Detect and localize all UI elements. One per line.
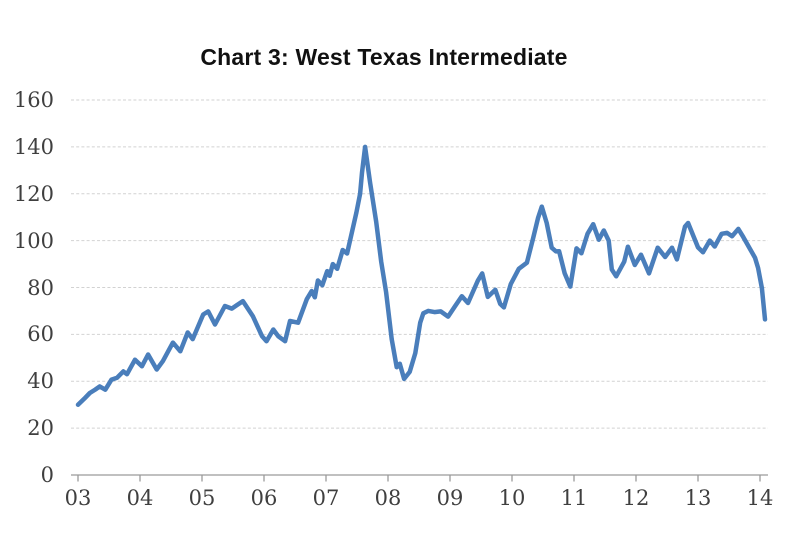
- y-axis-tick-label: 0: [40, 463, 54, 487]
- y-axis-tick-label: 40: [27, 369, 54, 394]
- y-axis-tick-label: 20: [27, 416, 54, 441]
- chart-title: Chart 3: West Texas Intermediate: [200, 44, 568, 70]
- y-axis-tick-label: 100: [13, 228, 54, 253]
- x-axis-tick-label: 14: [746, 486, 774, 510]
- x-axis-tick-label: 03: [64, 486, 92, 510]
- gridlines: [71, 99, 768, 429]
- x-axis-tick-label: 10: [498, 486, 526, 510]
- y-axis-tick-label: 160: [13, 88, 54, 112]
- x-axis-tick-label: 08: [374, 486, 402, 510]
- x-axis-tick-label: 13: [684, 486, 712, 510]
- x-axis-tick-label: 09: [436, 486, 464, 510]
- y-axis-tick-label: 60: [27, 322, 54, 347]
- x-axis-tick-label: 04: [126, 486, 154, 510]
- x-axis-tick-label: 12: [622, 486, 650, 510]
- x-axis-tick-label: 05: [188, 486, 216, 510]
- x-axis-tick-label: 06: [250, 486, 278, 510]
- x-axis-tick-label: 07: [312, 486, 340, 510]
- x-axis-tick-label: 11: [560, 486, 588, 510]
- wti-price-line: [75, 144, 768, 407]
- y-axis-tick-label: 80: [27, 275, 54, 300]
- y-axis-tick-label: 140: [13, 134, 54, 159]
- x-axis: [71, 474, 768, 482]
- y-axis-tick-label: 120: [13, 181, 54, 206]
